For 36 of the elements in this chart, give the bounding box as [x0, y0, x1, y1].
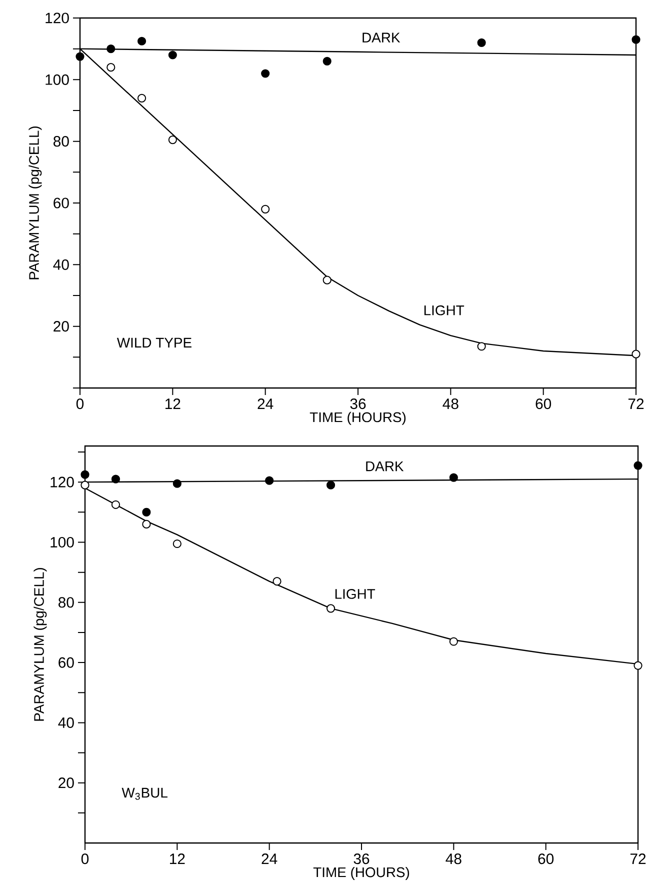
x-tick-label: 0 [81, 854, 89, 864]
y-tick-label: 20 [58, 778, 74, 788]
series-label: LIGHT [335, 589, 376, 599]
text: W$_{3}$BUL [122, 788, 168, 800]
x-tick-label: 0 [76, 398, 84, 410]
series-label: DARK [366, 461, 404, 472]
x-tick-label: 24 [258, 398, 274, 409]
x-axis-title: TIME (HOURS) [310, 412, 406, 425]
y-tick-label: 20 [54, 321, 69, 332]
text: WILD TYPE [116, 338, 192, 348]
x-tick-label: 48 [442, 398, 458, 410]
y-tick-label: 120 [50, 476, 74, 488]
series-label: LIGHT [424, 305, 464, 316]
y-tick-label: 40 [58, 717, 74, 728]
x-tick-label: 36 [350, 398, 366, 410]
y-tick-label: 80 [58, 597, 74, 608]
x-tick-label: 48 [446, 854, 462, 864]
y-tick-label: 40 [53, 259, 69, 270]
x-tick-label: 60 [538, 854, 554, 864]
y-tick-label: 100 [50, 536, 74, 548]
x-tick-label: 72 [628, 398, 644, 409]
x-tick-label: 72 [630, 854, 646, 864]
x-tick-label: 36 [354, 854, 370, 864]
y-tick-label: 60 [54, 198, 69, 208]
y-tick-label: 60 [58, 657, 74, 668]
series-label: DARK [362, 32, 400, 42]
x-tick-label: 12 [170, 854, 185, 864]
y-tick-label: 120 [46, 12, 69, 24]
y-tick-label: 100 [46, 74, 69, 85]
y-axis-title: PARAMYLUM (pg/CELL) [34, 568, 47, 721]
x-tick-label: 60 [536, 398, 552, 410]
x-axis-title: TIME (HOURS) [313, 866, 410, 880]
y-axis-title: PARAMYLUM (pg/CELL) [28, 126, 42, 280]
x-tick-label: 12 [165, 398, 180, 409]
x-tick-label: 24 [262, 854, 278, 864]
y-tick-label: 80 [54, 136, 69, 147]
